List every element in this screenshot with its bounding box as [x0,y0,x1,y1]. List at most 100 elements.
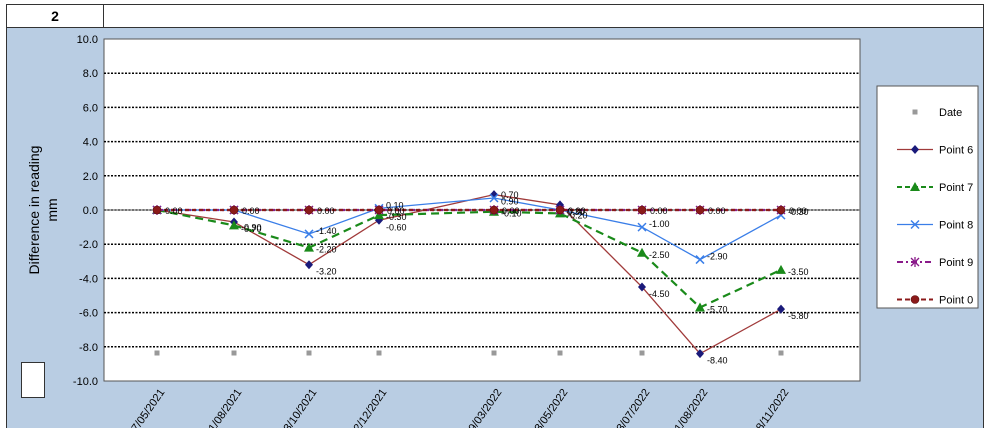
data-point [695,255,705,265]
legend-box [876,85,979,309]
date-marker [376,350,382,356]
y-tick-label: -6.0 [79,308,98,320]
y-tick-label: -10.0 [73,376,98,388]
x-tick-label: 03/05/2022 [529,387,570,428]
marker-stroke [489,193,499,203]
legend-label: Point 6 [939,145,973,157]
legend-marker [910,295,920,304]
marker-stroke [637,222,647,232]
date-marker [557,350,563,356]
data-label: 0.00 [165,206,183,216]
legend-label: Point 9 [939,257,973,269]
data-point [776,205,786,215]
marker-stroke [304,229,314,239]
data-label: -0.90 [241,222,262,232]
data-label: -2.90 [707,252,728,262]
data-point [695,302,705,312]
y-tick-label: 10.0 [77,34,98,46]
y-tick-label: -2.0 [79,239,98,251]
header-cell: 2 [7,5,104,27]
x-tick-label: 03/10/2021 [278,387,319,428]
data-label: -1.40 [316,226,337,236]
data-label: -5.80 [788,311,809,321]
y-axis-label: mm [44,198,60,221]
data-label: 0.30 [567,207,585,217]
data-point [695,205,705,215]
legend-marker [912,109,918,115]
legend-marker [910,219,920,230]
y-tick-label: 4.0 [83,137,98,149]
data-point [152,205,162,215]
x-tick-label: 01/08/2021 [203,387,244,428]
date-marker [491,350,497,356]
data-label: -3.50 [788,267,809,277]
date-marker [306,350,312,356]
legend-label: Point 8 [939,220,973,232]
data-label: 0.00 [789,206,807,216]
marker-stroke [695,255,705,265]
data-point [304,205,314,215]
blank-box [21,362,45,398]
data-label: 0.00 [317,206,335,216]
data-point [696,349,704,359]
data-label: -8.40 [707,356,728,366]
header-row: 2 [6,4,984,28]
x-tick-label: 08/11/2022 [751,387,792,428]
y-tick-label: 2.0 [83,171,98,183]
data-point [777,304,785,314]
data-label: 0.00 [387,206,405,216]
date-marker [154,350,160,356]
data-label: 0.10 [386,200,404,210]
legend-label: Date [939,107,962,119]
data-label: -0.70 [241,224,262,234]
data-label: -0.30 [788,207,809,217]
data-point [305,260,313,270]
y-tick-label: -4.0 [79,273,98,285]
x-tick-label: 13/07/2022 [611,387,652,428]
legend-marker [910,182,920,191]
x-tick-label: 27/05/2021 [126,387,167,428]
data-point [555,205,565,215]
x-tick-label: 09/03/2022 [463,387,504,428]
data-point [489,205,499,215]
y-axis-label: Difference in reading [26,146,42,275]
data-label: -4.50 [649,289,670,299]
data-point [638,282,646,292]
data-point [229,220,239,230]
date-marker [231,350,237,356]
legend-marker [911,145,919,154]
data-point [489,193,499,203]
x-tick-label: 31/08/2022 [669,387,710,428]
data-label: 0.00 [502,206,520,216]
series-line [156,208,782,309]
marker-stroke [910,219,920,230]
legend-label: Point 7 [939,182,973,194]
data-label: 0.70 [501,190,519,200]
data-label: 0.00 [568,206,586,216]
data-label: -2.50 [649,250,670,260]
data-label: -2.20 [316,245,337,255]
data-label: 0.00 [708,206,726,216]
data-point [637,222,647,232]
data-point [304,229,314,239]
data-label: -5.70 [707,304,728,314]
data-label: 0.90 [501,197,519,207]
x-tick-label: 02/12/2021 [348,387,389,428]
data-label: -0.60 [386,222,407,232]
data-point [229,205,239,215]
legend-marker [910,257,920,267]
data-label: -3.20 [316,267,337,277]
data-point [776,264,786,274]
y-tick-label: 0.0 [83,205,98,217]
data-label: -0.30 [386,212,407,222]
y-tick-label: 8.0 [83,68,98,80]
legend-label: Point 0 [939,295,973,307]
data-label: 0.00 [650,206,668,216]
data-point [637,205,647,215]
data-point [374,205,384,215]
y-tick-label: 6.0 [83,102,98,114]
data-label: -0.20 [567,210,588,220]
data-label: 0.00 [242,206,260,216]
